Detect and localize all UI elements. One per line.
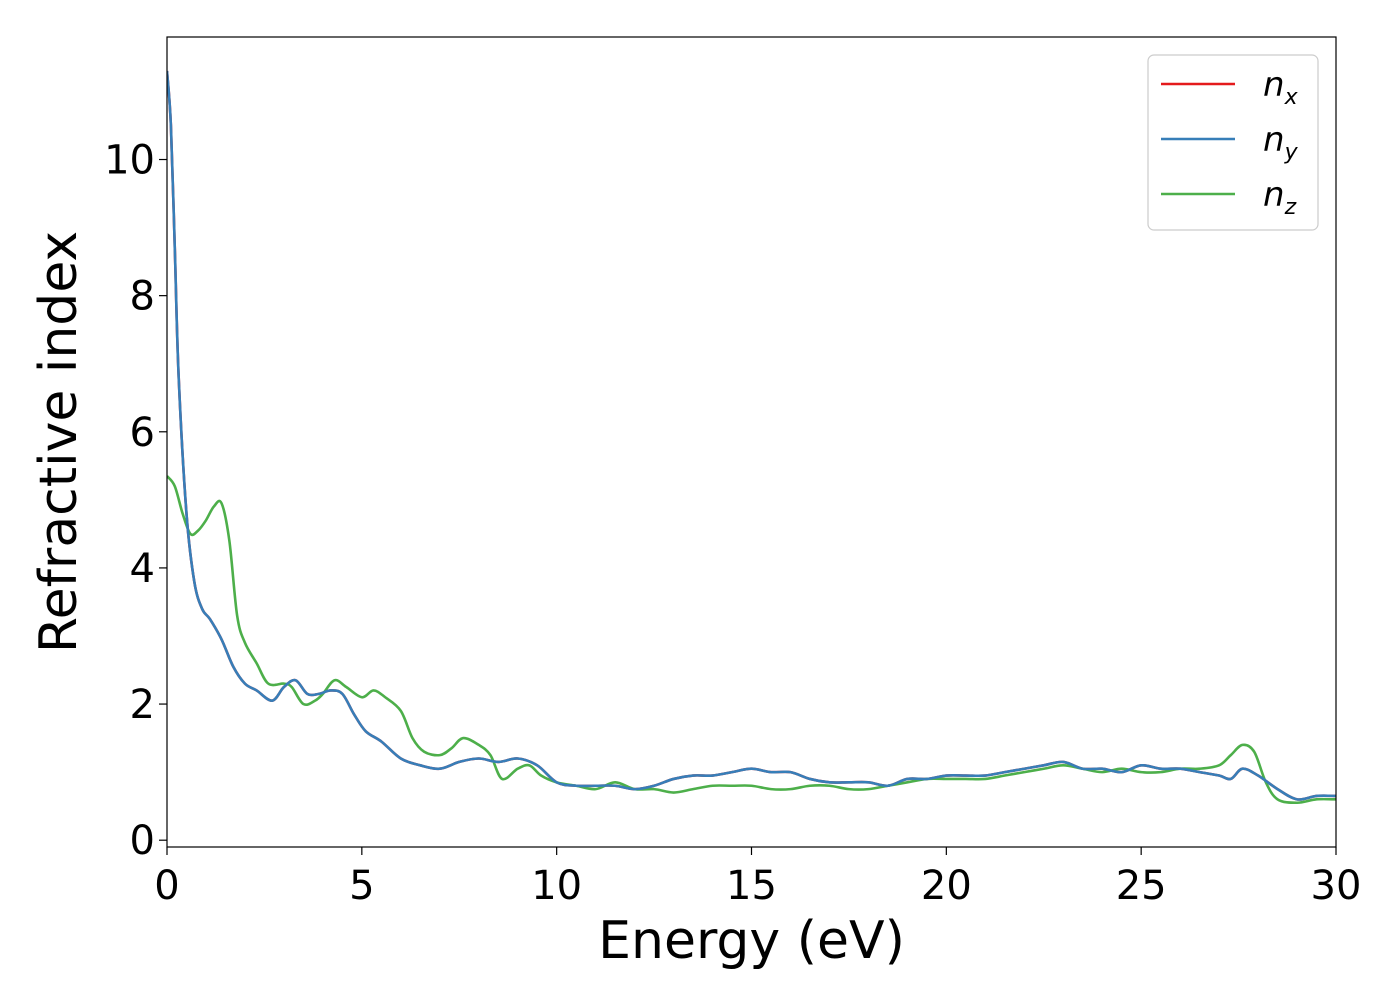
y-tick-label: 2 [130, 682, 155, 728]
y-tick-label: 6 [130, 410, 155, 456]
x-tick-label: 15 [726, 863, 777, 909]
legend-label-main: n [1263, 175, 1285, 215]
legend-label-main: n [1263, 65, 1285, 105]
legend-label-ny: ny [1263, 120, 1299, 165]
y-tick-label: 8 [130, 274, 155, 320]
series-line-nz [167, 475, 1336, 805]
x-tick-label: 25 [1116, 863, 1167, 909]
x-tick-label: 10 [531, 863, 582, 909]
y-tick-label: 10 [104, 138, 155, 184]
series-line-ny [167, 70, 1336, 801]
legend-label-main: n [1263, 120, 1285, 160]
legend-label-nx: nx [1263, 65, 1299, 110]
legend-label-subscript: y [1284, 140, 1299, 165]
y-tick-label: 0 [130, 818, 155, 864]
x-tick-label: 20 [921, 863, 972, 909]
y-tick-label: 4 [130, 546, 155, 592]
y-axis: 0 2 4 6 8 10 [104, 138, 167, 864]
x-tick-label: 30 [1311, 863, 1362, 909]
y-axis-title: Refractive index [29, 231, 89, 653]
x-tick-label: 5 [349, 863, 374, 909]
x-axis: 0 5 10 15 20 25 30 [154, 847, 1361, 909]
legend-label-subscript: z [1284, 195, 1297, 220]
x-axis-title: Energy (eV) [598, 911, 905, 971]
legend-box [1147, 54, 1319, 231]
legend-label-subscript: x [1284, 85, 1299, 110]
x-tick-label: 0 [154, 863, 179, 909]
plot-area [167, 70, 1336, 805]
legend-label-nz: nz [1263, 175, 1297, 220]
